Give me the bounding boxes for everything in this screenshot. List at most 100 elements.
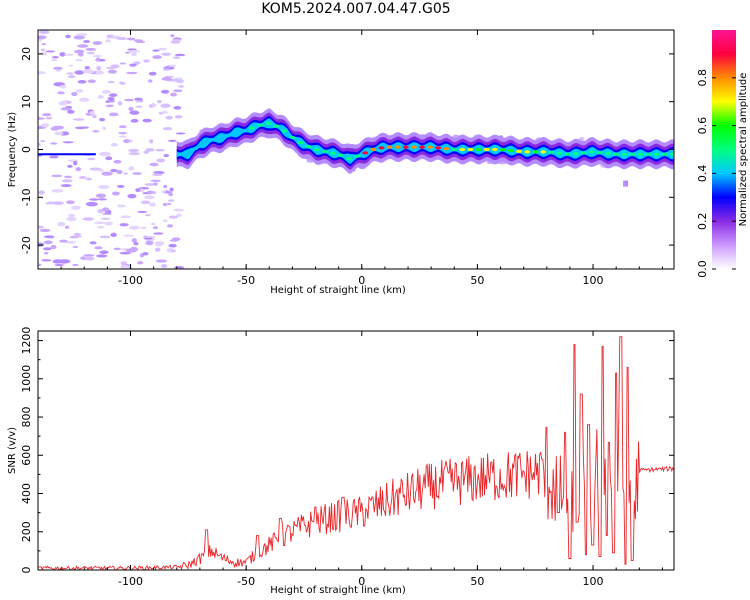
noise-blob — [50, 142, 58, 145]
noise-blob — [160, 103, 171, 108]
noise-blob — [43, 247, 52, 251]
colorbar-tick-label: 0.0 — [696, 260, 709, 278]
y-tick-label: 400 — [20, 483, 33, 504]
y-tick-label: 1200 — [20, 327, 33, 355]
noise-blob — [92, 55, 103, 58]
noise-blob — [38, 35, 47, 40]
noise-blob — [65, 34, 71, 39]
ridge-core — [596, 151, 603, 155]
ridge-core — [321, 149, 328, 154]
noise-blob — [99, 151, 111, 157]
noise-blob — [128, 225, 141, 230]
noise-blob — [43, 252, 49, 255]
colorbar-label: Normalized spectral amplitude — [738, 73, 749, 227]
snr-line — [38, 336, 674, 570]
colorbar-tick-label: 0.4 — [696, 165, 709, 183]
noise-blob — [110, 232, 117, 238]
x-tick-label: 100 — [583, 274, 604, 287]
ridge-core — [572, 152, 579, 156]
y-tick-label: 20 — [20, 47, 33, 61]
noise-blob — [43, 240, 53, 245]
ridge-core — [418, 145, 425, 149]
noise-blob — [82, 217, 95, 221]
noise-blob — [52, 125, 65, 130]
noise-blob — [163, 153, 170, 158]
noise-blob — [85, 201, 98, 207]
noise-blob — [59, 239, 68, 243]
noise-blob — [155, 241, 165, 246]
ridge-core — [337, 153, 344, 157]
noise-blob — [131, 238, 137, 243]
noise-blob — [93, 221, 106, 224]
noise-blob — [86, 51, 95, 55]
ridge-core — [564, 152, 571, 156]
noise-blob — [175, 132, 186, 135]
noise-blob — [62, 141, 74, 144]
ridge-core — [273, 124, 280, 128]
colorbar-tick-label: 0.8 — [696, 69, 709, 87]
ridge-core — [588, 150, 595, 154]
noise-blob — [89, 241, 97, 245]
x-tick-label: -50 — [237, 274, 255, 287]
noise-blob — [167, 199, 175, 202]
ridge-core — [605, 151, 612, 156]
noise-blob — [113, 159, 122, 164]
noise-blob — [83, 254, 95, 257]
noise-blob — [152, 173, 163, 177]
noise-blob — [61, 179, 73, 183]
noise-blob — [108, 97, 115, 102]
noise-blob — [38, 117, 45, 120]
ridge-core — [192, 146, 199, 151]
noise-blob — [50, 244, 57, 250]
noise-blob — [116, 184, 125, 188]
noise-blob — [92, 114, 97, 119]
noise-blob — [145, 240, 154, 246]
noise-blob — [131, 52, 138, 57]
noise-blob — [98, 184, 110, 190]
noise-blob — [84, 66, 90, 70]
ridge-core — [232, 130, 239, 135]
noise-blob — [75, 89, 84, 93]
colorbar: 0.0 0.2 0.4 0.6 0.8 Normalized spectral ampli… — [696, 30, 749, 278]
noise-blob — [117, 204, 126, 208]
ridge-core — [208, 138, 215, 142]
noise-blob — [118, 125, 127, 129]
noise-blob — [166, 64, 177, 67]
noise-blob — [142, 118, 152, 123]
noise-blob — [72, 263, 79, 267]
noise-blob — [105, 66, 116, 70]
noise-blob — [143, 235, 148, 238]
noise-blob — [140, 200, 151, 205]
noise-blob — [50, 58, 58, 62]
noise-blob — [135, 188, 141, 193]
noise-blob — [120, 215, 132, 219]
ridge-core — [248, 126, 255, 130]
noise-blob — [137, 210, 148, 213]
noise-blob — [124, 51, 131, 54]
x-tick-label: 100 — [583, 575, 604, 588]
noise-blob — [143, 237, 153, 240]
noise-blob — [78, 97, 90, 102]
noise-blob — [128, 152, 141, 156]
snr-panel: -100 -50 0 50 100020040060080010001200Height… — [7, 327, 675, 596]
noise-blob — [173, 56, 181, 60]
noise-blob — [116, 169, 123, 175]
noise-blob — [84, 256, 95, 261]
y-tick-label: 1000 — [20, 365, 33, 393]
ridge-core — [240, 129, 247, 133]
noise-blob — [162, 68, 171, 71]
ridge-core — [540, 150, 547, 154]
noise-blob — [40, 48, 46, 52]
noise-blob — [142, 252, 149, 256]
noise-blob — [73, 35, 85, 40]
noise-blob — [126, 71, 138, 75]
noise-blob — [75, 167, 82, 172]
noise-blob — [160, 264, 168, 268]
noise-blob — [76, 33, 88, 37]
noise-blob — [149, 139, 154, 144]
noise-blob — [118, 135, 127, 138]
ridge-core — [394, 145, 401, 149]
noise-blob — [41, 43, 47, 46]
y-tick-label: -20 — [20, 236, 33, 254]
